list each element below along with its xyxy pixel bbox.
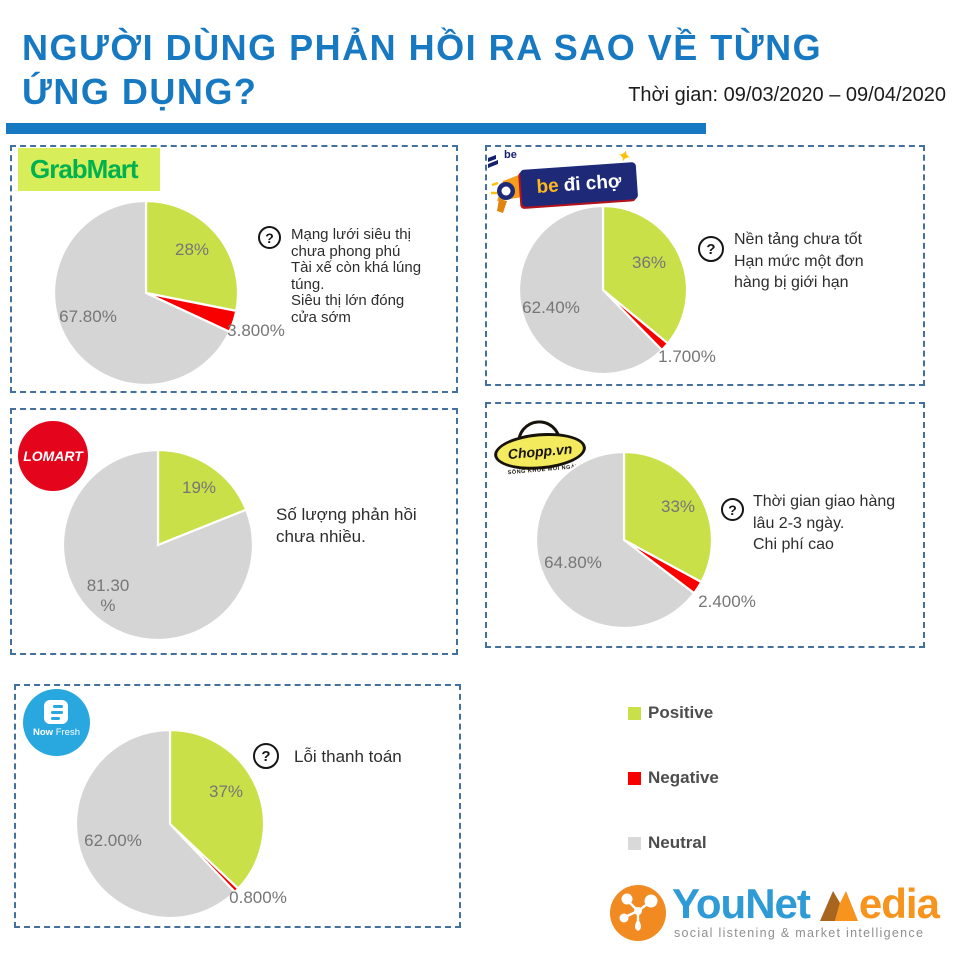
pie-slice-positive (144, 199, 240, 313)
legend-item-neutral: Neutral (628, 833, 707, 853)
pie-label-neutral: 64.80% (544, 552, 602, 572)
pie-label-positive: 36% (631, 252, 667, 272)
pie-slice-positive (156, 448, 248, 547)
nowfresh-word1: Now (33, 727, 54, 738)
pie-slice-neutral (52, 199, 231, 387)
legend-swatch-negative (628, 771, 641, 785)
bedicho-word1: be (535, 174, 560, 198)
pie-label-neutral: 67.80% (59, 306, 117, 326)
question-icon: ? (258, 226, 281, 249)
legend-label-positive: Positive (648, 703, 714, 722)
pie-label-neutral: 62.40% (522, 297, 580, 317)
pie-label-positive: 33% (660, 496, 696, 516)
lomart-logo: LOMART (18, 421, 88, 491)
pie-slice-positive (601, 204, 689, 345)
pie-slice-neutral (74, 728, 237, 920)
legend-item-negative: Negative (628, 768, 719, 788)
note-lomart: Số lượng phản hồi chưa nhiều. (276, 505, 417, 546)
bedicho-word2: đi chợ (562, 170, 623, 196)
pie-label-neutral: 81.30 % (86, 575, 130, 615)
note-bedicho: Nền tảng chưa tốt Hạn mức một đơn hàng b… (734, 231, 864, 291)
question-icon: ? (698, 236, 724, 262)
pie-label-neutral: 62.00% (84, 830, 142, 850)
pie-label-negative: 0.800% (229, 887, 287, 907)
be-mini-text: be (504, 149, 517, 161)
nowfresh-logo-text: Now Fresh (23, 727, 90, 738)
pie-label-negative: 2.400% (698, 591, 756, 611)
question-icon: ? (721, 498, 744, 521)
nowfresh-logo: Now Fresh (23, 689, 90, 756)
lomart-logo-text: LOMART (23, 448, 83, 464)
be-app-icon: be (487, 149, 527, 173)
legend-swatch-positive (628, 706, 641, 720)
younet-media-logo: YouNet edia social listening & market in… (610, 880, 950, 946)
grabmart-logo: GrabMart (18, 148, 160, 191)
receipt-icon (44, 700, 68, 724)
pie-slice-neutral (61, 448, 255, 642)
pie-label-negative: 1.700% (658, 346, 716, 366)
younet-molecule-icon (610, 885, 666, 941)
be-glyph-icon (488, 155, 498, 168)
brand-younet-text: YouNet (672, 880, 811, 927)
pie-label-positive: 28% (174, 239, 210, 259)
pie-label-positive: 37% (208, 781, 244, 801)
question-icon: ? (253, 743, 279, 769)
pie-slice-positive (622, 450, 714, 584)
page-title-line1: NGƯỜI DÙNG PHẢN HỒI RA SAO VỀ TỪNG (22, 27, 823, 68)
pie-chart-lomart (61, 448, 255, 642)
pie-chart-bedicho (517, 204, 689, 376)
period-label: Thời gian: 09/03/2020 – 09/04/2020 (628, 84, 946, 106)
note-nowfresh: Lỗi thanh toán (294, 747, 402, 766)
pie-slice-neutral (517, 204, 664, 376)
pie-chart-grabmart (52, 199, 240, 387)
grabmart-logo-text: GrabMart (30, 154, 139, 184)
pie-slice-neutral (534, 450, 696, 630)
note-grabmart: Mạng lưới siêu thị chưa phong phú Tài xế… (291, 226, 422, 326)
page-title-line2: ỨNG DỤNG? (22, 71, 258, 112)
pie-label-negative: 3.800% (227, 320, 285, 340)
note-choppvn: Thời gian giao hàng lâu 2-3 ngày. Chi ph… (753, 493, 896, 553)
title-underline-bar (6, 123, 706, 134)
legend-item-positive: Positive (628, 703, 713, 723)
pie-slice-positive (168, 728, 266, 891)
nowfresh-word2: Fresh (53, 727, 80, 738)
brand-tagline: social listening & market intelligence (674, 926, 925, 940)
legend-label-neutral: Neutral (648, 833, 707, 852)
pie-label-positive: 19% (181, 477, 217, 497)
legend-label-negative: Negative (648, 768, 719, 787)
pie-chart-choppvn (534, 450, 714, 630)
pie-chart-nowfresh (74, 728, 266, 920)
legend-swatch-neutral (628, 836, 641, 850)
media-m-icon (819, 891, 858, 921)
brand-media-text: edia (858, 880, 940, 927)
